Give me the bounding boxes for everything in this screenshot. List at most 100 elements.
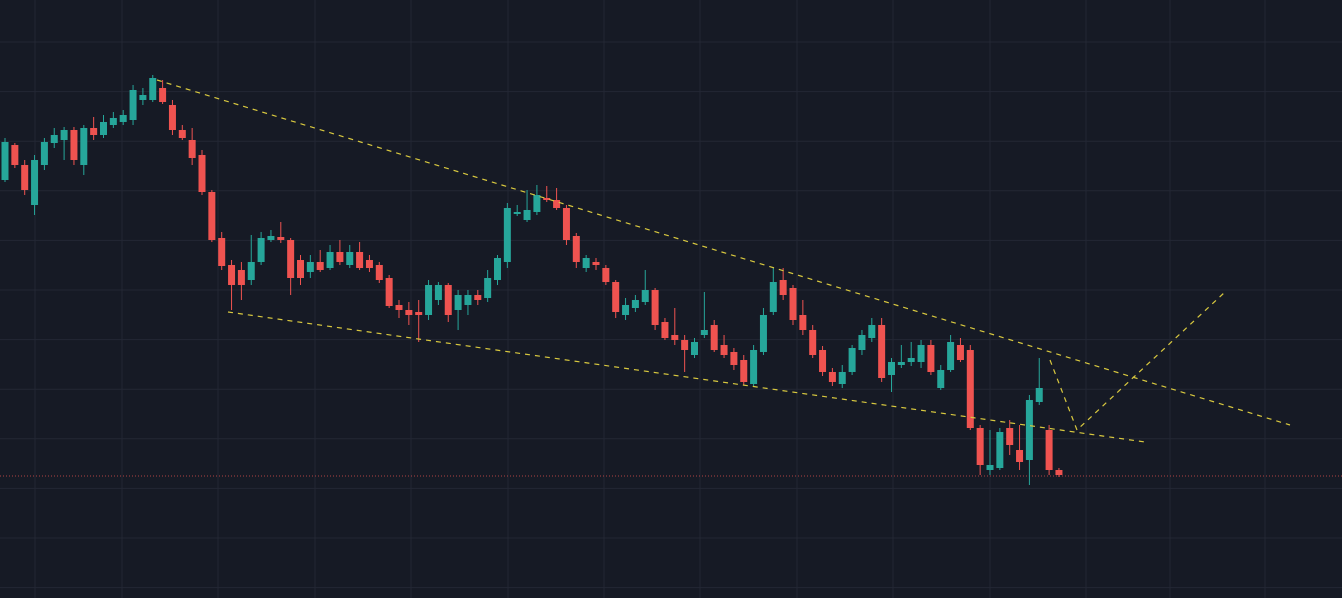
candle-body xyxy=(799,315,807,330)
candle-body xyxy=(700,330,708,335)
candle-body xyxy=(897,362,905,365)
candle-body xyxy=(356,252,364,268)
candle-body xyxy=(592,262,600,265)
candle-body xyxy=(966,350,974,428)
candle-body xyxy=(1035,388,1043,402)
candle-body xyxy=(326,252,334,268)
candle-body xyxy=(218,238,226,266)
candle-body xyxy=(730,352,738,365)
candle-body xyxy=(789,288,797,320)
candle-body xyxy=(543,198,551,200)
candle-body xyxy=(267,236,275,240)
candle-body xyxy=(1,142,9,180)
candle-body xyxy=(129,90,137,120)
candle-body xyxy=(976,428,984,465)
candle-body xyxy=(306,262,314,272)
candle-body xyxy=(444,285,452,315)
candle-body xyxy=(947,342,955,370)
candle-body xyxy=(40,142,48,165)
candle-body xyxy=(277,237,285,240)
candle-body xyxy=(631,300,639,308)
candle-body xyxy=(434,285,442,300)
candle-body xyxy=(365,260,373,268)
candle-body xyxy=(90,128,98,135)
candle-body xyxy=(188,140,196,158)
candle-body xyxy=(671,335,679,340)
candle-body xyxy=(779,280,787,295)
candle-body xyxy=(1045,430,1053,470)
candle-body xyxy=(464,295,472,305)
candle-body xyxy=(109,118,117,125)
upper-trendline xyxy=(156,79,1291,426)
candle-body xyxy=(1055,470,1063,475)
candle-body xyxy=(710,325,718,350)
candle-body xyxy=(375,265,383,280)
candle-body xyxy=(159,88,167,102)
candle-body xyxy=(139,95,147,100)
candle-body xyxy=(385,278,393,306)
candle-body xyxy=(681,340,689,350)
candle-body xyxy=(848,348,856,372)
candle-body xyxy=(346,252,354,265)
candle-body xyxy=(168,105,176,130)
candle-body xyxy=(474,295,482,300)
candle-body xyxy=(661,322,669,338)
candle-body xyxy=(523,210,531,220)
candle-body xyxy=(1025,400,1033,460)
candle-body xyxy=(228,265,236,285)
candle-body xyxy=(208,192,216,240)
candle-body xyxy=(494,258,501,280)
candle-body xyxy=(1006,428,1014,445)
candle-body xyxy=(503,208,511,262)
candle-body xyxy=(149,78,157,100)
candle-body xyxy=(70,130,78,160)
candle-body xyxy=(415,312,423,315)
candle-body xyxy=(198,155,206,192)
candle-body xyxy=(513,212,521,214)
candle-body xyxy=(582,258,590,268)
candle-body xyxy=(888,362,895,375)
candle-body xyxy=(80,128,88,165)
candle-body xyxy=(986,465,994,470)
candle-body xyxy=(996,432,1004,468)
candle-body xyxy=(927,345,935,372)
candle-body xyxy=(602,268,610,282)
candle-body xyxy=(119,115,127,122)
candle-body xyxy=(178,130,186,138)
candle-body xyxy=(878,325,886,378)
candle-body xyxy=(641,290,649,302)
candle-body xyxy=(60,130,68,140)
candle-body xyxy=(11,145,19,165)
candle-body xyxy=(562,208,570,240)
candle-body xyxy=(316,262,324,270)
candle-body xyxy=(237,270,245,285)
candle-body xyxy=(257,238,265,262)
candle-body xyxy=(691,342,698,355)
candle-body xyxy=(769,282,777,312)
candle-body xyxy=(287,240,295,278)
candle-body xyxy=(405,310,413,315)
lower-trendline xyxy=(227,311,1146,443)
candle-body xyxy=(336,252,344,262)
candle-body xyxy=(454,295,462,310)
candle-body xyxy=(907,358,915,362)
candle-body xyxy=(533,195,541,212)
candle-body xyxy=(937,370,945,388)
candles xyxy=(1,75,1063,485)
candle-body xyxy=(553,200,561,208)
candle-body xyxy=(651,290,659,325)
candle-body xyxy=(750,350,758,384)
candle-body xyxy=(247,262,255,280)
candle-body xyxy=(612,282,620,312)
candle-body xyxy=(100,122,107,135)
candle-body xyxy=(720,345,728,355)
candle-body xyxy=(484,278,492,298)
candle-body xyxy=(828,372,836,382)
candle-body xyxy=(956,345,964,360)
candle-body xyxy=(740,360,748,382)
candle-body xyxy=(917,345,925,362)
candle-body xyxy=(809,330,817,355)
